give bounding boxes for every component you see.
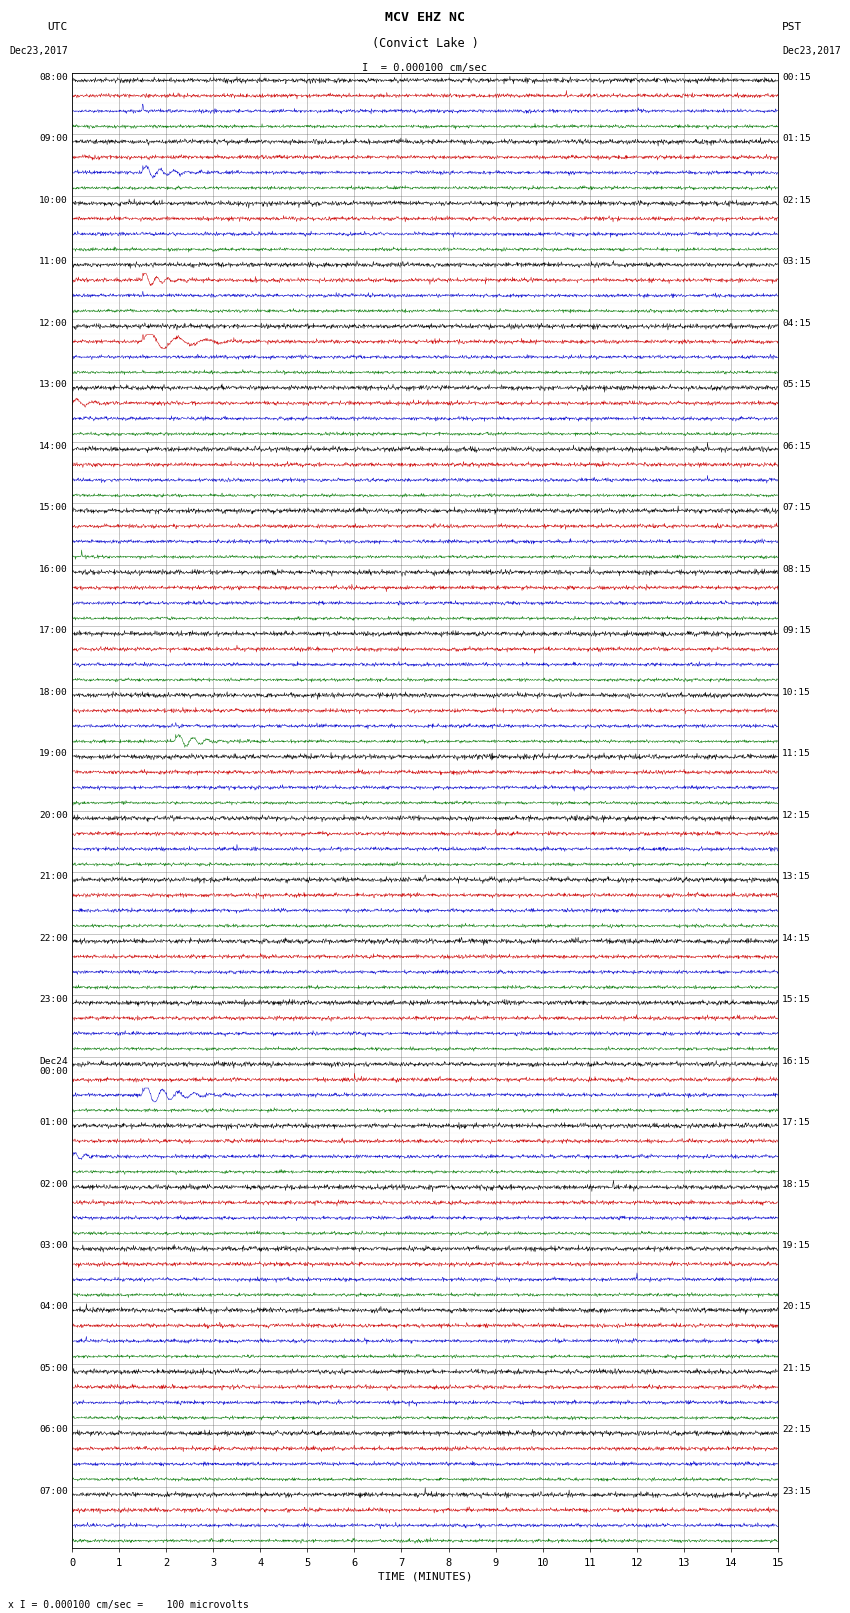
- Text: (Convict Lake ): (Convict Lake ): [371, 37, 479, 50]
- Text: 23:00: 23:00: [39, 995, 68, 1003]
- Text: 18:00: 18:00: [39, 687, 68, 697]
- Text: I  = 0.000100 cm/sec: I = 0.000100 cm/sec: [362, 63, 488, 73]
- Text: 13:15: 13:15: [782, 873, 811, 881]
- Text: 09:00: 09:00: [39, 134, 68, 144]
- Text: 20:00: 20:00: [39, 811, 68, 819]
- Text: 06:00: 06:00: [39, 1426, 68, 1434]
- Text: 02:00: 02:00: [39, 1179, 68, 1189]
- Text: 04:00: 04:00: [39, 1303, 68, 1311]
- Text: 12:15: 12:15: [782, 811, 811, 819]
- Text: 14:15: 14:15: [782, 934, 811, 942]
- Text: 16:15: 16:15: [782, 1057, 811, 1066]
- Text: 17:15: 17:15: [782, 1118, 811, 1127]
- Text: 06:15: 06:15: [782, 442, 811, 450]
- Text: Dec23,2017: Dec23,2017: [9, 47, 68, 56]
- Text: 14:00: 14:00: [39, 442, 68, 450]
- Text: 11:00: 11:00: [39, 256, 68, 266]
- X-axis label: TIME (MINUTES): TIME (MINUTES): [377, 1571, 473, 1582]
- Text: 10:15: 10:15: [782, 687, 811, 697]
- Text: 02:15: 02:15: [782, 195, 811, 205]
- Text: 03:15: 03:15: [782, 256, 811, 266]
- Text: 20:15: 20:15: [782, 1303, 811, 1311]
- Text: 05:00: 05:00: [39, 1365, 68, 1373]
- Text: MCV EHZ NC: MCV EHZ NC: [385, 11, 465, 24]
- Text: 12:00: 12:00: [39, 319, 68, 327]
- Text: 01:00: 01:00: [39, 1118, 68, 1127]
- Text: 18:15: 18:15: [782, 1179, 811, 1189]
- Text: 21:00: 21:00: [39, 873, 68, 881]
- Text: 08:00: 08:00: [39, 73, 68, 82]
- Text: 01:15: 01:15: [782, 134, 811, 144]
- Text: 04:15: 04:15: [782, 319, 811, 327]
- Text: 08:15: 08:15: [782, 565, 811, 574]
- Text: 00:15: 00:15: [782, 73, 811, 82]
- Text: Dec23,2017: Dec23,2017: [782, 47, 841, 56]
- Text: 16:00: 16:00: [39, 565, 68, 574]
- Text: 11:15: 11:15: [782, 748, 811, 758]
- Text: PST: PST: [782, 23, 802, 32]
- Text: 23:15: 23:15: [782, 1487, 811, 1495]
- Text: 15:15: 15:15: [782, 995, 811, 1003]
- Text: 19:00: 19:00: [39, 748, 68, 758]
- Text: 19:15: 19:15: [782, 1240, 811, 1250]
- Text: 05:15: 05:15: [782, 381, 811, 389]
- Text: 03:00: 03:00: [39, 1240, 68, 1250]
- Text: 17:00: 17:00: [39, 626, 68, 636]
- Text: 10:00: 10:00: [39, 195, 68, 205]
- Text: 22:15: 22:15: [782, 1426, 811, 1434]
- Text: 15:00: 15:00: [39, 503, 68, 511]
- Text: x I = 0.000100 cm/sec =    100 microvolts: x I = 0.000100 cm/sec = 100 microvolts: [8, 1600, 249, 1610]
- Text: Dec24
00:00: Dec24 00:00: [39, 1057, 68, 1076]
- Text: 09:15: 09:15: [782, 626, 811, 636]
- Text: 13:00: 13:00: [39, 381, 68, 389]
- Text: 07:15: 07:15: [782, 503, 811, 511]
- Text: 22:00: 22:00: [39, 934, 68, 942]
- Text: 07:00: 07:00: [39, 1487, 68, 1495]
- Text: 21:15: 21:15: [782, 1365, 811, 1373]
- Text: UTC: UTC: [48, 23, 68, 32]
